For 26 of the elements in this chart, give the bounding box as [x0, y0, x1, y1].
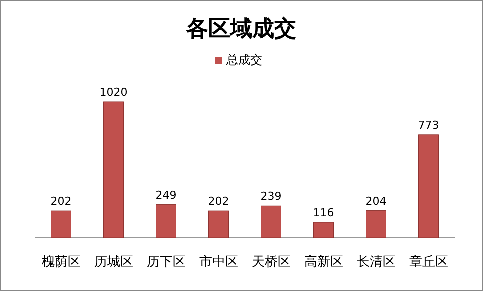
bar — [314, 222, 334, 238]
legend-label: 总成交 — [226, 53, 262, 67]
bar — [261, 206, 282, 238]
data-label: 202 — [208, 195, 230, 208]
bar — [104, 102, 124, 238]
x-tick-label: 槐荫区 — [42, 255, 81, 270]
x-tick-label: 章丘区 — [409, 255, 448, 270]
x-tick-label: 天桥区 — [252, 255, 291, 270]
data-label: 116 — [313, 206, 334, 220]
bar — [156, 204, 176, 238]
data-label: 249 — [156, 188, 177, 202]
data-label: 239 — [260, 190, 282, 204]
x-tick-label: 长清区 — [356, 255, 396, 270]
data-label: 204 — [366, 194, 387, 208]
bar — [51, 210, 72, 238]
x-tick-label: 历下区 — [146, 255, 186, 270]
x-tick-label: 高新区 — [304, 254, 344, 270]
chart-title: 各区域成交 — [186, 16, 296, 42]
data-label: 202 — [50, 195, 72, 208]
bar — [366, 210, 386, 238]
x-tick-label: 市中区 — [199, 255, 238, 270]
data-label: 1020 — [100, 86, 128, 99]
data-label: 773 — [418, 118, 440, 132]
bar — [418, 134, 439, 238]
x-tick-label: 历城区 — [94, 255, 134, 270]
bar — [208, 210, 229, 238]
